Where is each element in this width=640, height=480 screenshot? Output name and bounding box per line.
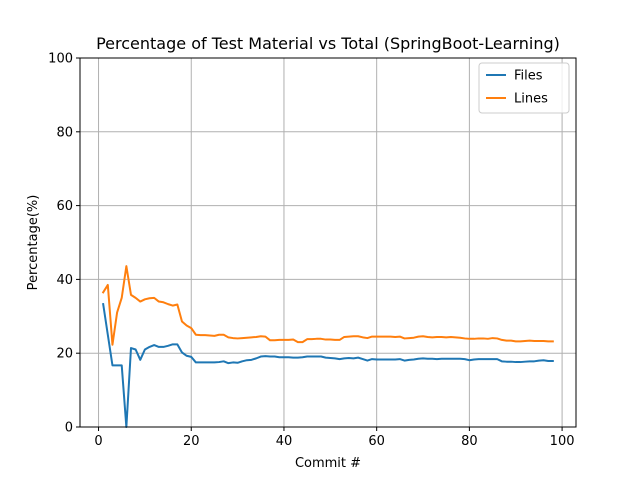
x-tick-label: 60: [368, 434, 385, 449]
x-tick-label: 40: [276, 434, 293, 449]
y-tick-label: 80: [56, 125, 73, 140]
y-tick-label: 100: [48, 52, 73, 67]
axis-ticks: 0 20 40 60 80 100 0 20 40 60 80 100: [48, 52, 574, 450]
legend-label-files: Files: [514, 69, 543, 84]
x-tick-label: 100: [550, 434, 575, 449]
y-tick-label: 60: [56, 199, 73, 214]
y-tick-label: 20: [56, 347, 73, 362]
x-tick-label: 80: [461, 434, 478, 449]
x-tick-label: 0: [94, 434, 102, 449]
x-tick-label: 20: [183, 434, 200, 449]
grid: [80, 57, 576, 428]
series-line-files: [102, 302, 554, 428]
y-tick-label: 40: [56, 273, 73, 288]
legend-label-lines: Lines: [514, 92, 548, 107]
x-axis-label: Commit #: [295, 456, 361, 471]
legend: Files Lines: [478, 62, 570, 114]
series-line-lines: [101, 265, 554, 346]
plot-frame: [79, 57, 577, 428]
y-axis-label: Percentage(%): [26, 195, 41, 291]
y-tick-label: 0: [65, 421, 73, 436]
chart-title: Percentage of Test Material vs Total (Sp…: [96, 34, 560, 53]
series-layer: [101, 265, 554, 428]
